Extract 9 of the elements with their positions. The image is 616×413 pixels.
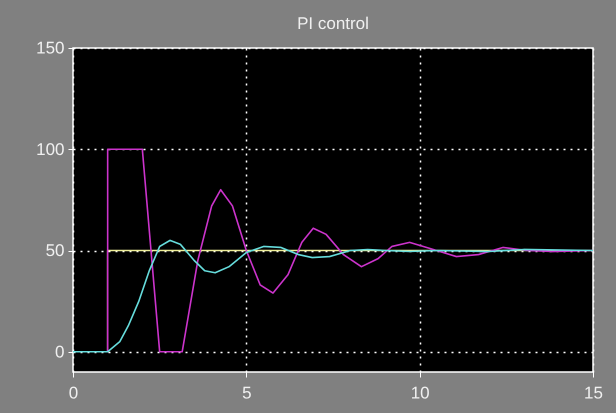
y-tick-label: 0 xyxy=(55,342,64,362)
y-tick-label: 100 xyxy=(36,140,64,159)
x-tick-label: 10 xyxy=(410,384,430,402)
chart-title: PI control xyxy=(297,14,369,33)
x-tick-label: 0 xyxy=(68,384,78,402)
x-tick-label: 5 xyxy=(242,384,252,402)
x-tick-label: 15 xyxy=(584,384,603,402)
y-tick-label: 50 xyxy=(46,241,64,260)
y-tick-label: 150 xyxy=(36,38,64,58)
